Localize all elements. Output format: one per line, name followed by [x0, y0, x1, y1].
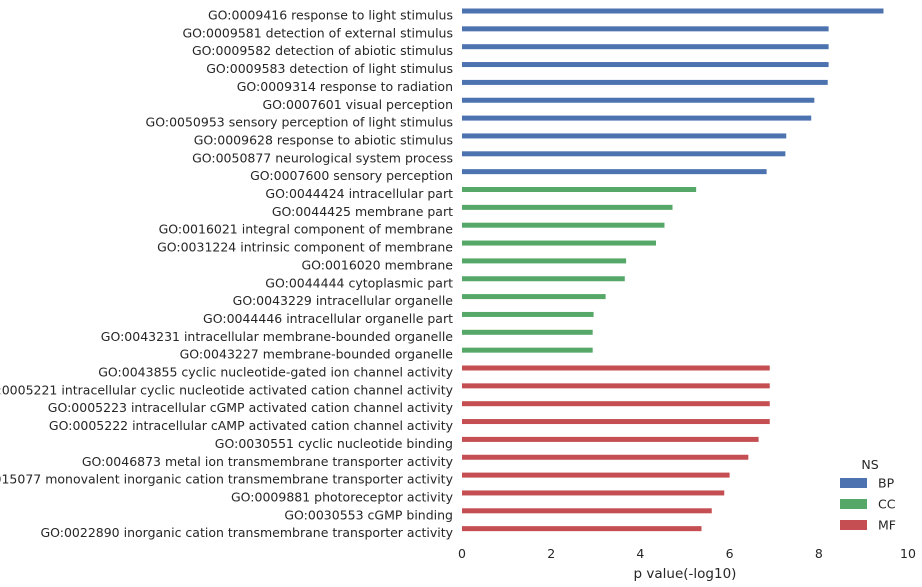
category-label: GO:0005222 intracellular cAMP activated …	[49, 418, 454, 433]
category-label: GO:0043855 cyclic nucleotide-gated ion c…	[98, 365, 453, 380]
category-label: GO:0007601 visual perception	[262, 97, 453, 112]
bar-mf	[462, 383, 770, 389]
x-axis-title: p value(-log10)	[634, 566, 737, 582]
bar-mf	[462, 454, 749, 460]
bar-cc	[462, 294, 606, 300]
bars-layer	[462, 8, 884, 532]
category-label: GO:0007600 sensory perception	[250, 168, 453, 183]
category-label: GO:0043227 membrane-bounded organelle	[180, 347, 454, 362]
category-label: GO:0022890 inorganic cation transmembran…	[40, 525, 453, 540]
category-label: GO:0016021 integral component of membran…	[159, 222, 454, 237]
legend-swatch-cc	[840, 499, 867, 509]
category-label: GO:0031224 intrinsic component of membra…	[157, 240, 453, 255]
category-label: GO:0009582 detection of abiotic stimulus	[192, 43, 453, 58]
category-label: GO:0009581 detection of external stimulu…	[183, 25, 454, 40]
bar-cc	[462, 222, 665, 228]
category-label: GO:0050953 sensory perception of light s…	[146, 115, 453, 130]
x-axis: 0 2 4 6 8 10	[458, 546, 916, 561]
category-label: GO:0043229 intracellular organelle	[233, 293, 454, 308]
x-tick-label: 10	[900, 546, 916, 561]
category-label: GO:0009628 response to abiotic stimulus	[194, 132, 453, 147]
bar-mf	[462, 419, 770, 425]
bar-mf	[462, 508, 712, 514]
bar-bp	[462, 26, 829, 32]
category-label: GO:0046873 metal ion transmembrane trans…	[82, 454, 454, 469]
bar-bp	[462, 44, 829, 50]
bar-cc	[462, 347, 593, 353]
category-label: GO:0044424 intracellular part	[265, 186, 453, 201]
bar-bp	[462, 151, 786, 157]
legend-label-bp: BP	[878, 476, 895, 491]
category-label: GO:0044425 membrane part	[272, 204, 453, 219]
category-label: GO:0009881 photoreceptor activity	[231, 489, 454, 504]
x-tick-label: 4	[636, 546, 644, 561]
bar-cc	[462, 329, 593, 335]
bar-cc	[462, 276, 625, 282]
category-label: GO:0030553 cGMP binding	[284, 507, 453, 522]
x-tick-label: 2	[547, 546, 555, 561]
bar-bp	[462, 79, 828, 85]
bar-bp	[462, 97, 815, 103]
legend-label-mf: MF	[878, 518, 896, 533]
category-label: GO:0044446 intracellular organelle part	[203, 311, 453, 326]
x-tick-label: 6	[726, 546, 734, 561]
bar-bp	[462, 169, 767, 175]
bar-cc	[462, 258, 627, 264]
category-label: GO:0009314 response to radiation	[237, 79, 453, 94]
bar-mf	[462, 472, 730, 478]
category-label: GO:0015077 monovalent inorganic cation t…	[0, 472, 454, 487]
legend-title: NS	[861, 457, 878, 472]
bar-mf	[462, 526, 702, 532]
category-label: GO:0050877 neurological system process	[192, 150, 453, 165]
bar-cc	[462, 311, 594, 317]
bar-cc	[462, 240, 657, 246]
bar-mf	[462, 490, 725, 496]
category-label: GO:0044444 cytoplasmic part	[265, 275, 453, 290]
bar-bp	[462, 62, 829, 68]
category-label: GO:0009583 detection of light stimulus	[206, 61, 453, 76]
category-label: GO:0005221 intracellular cyclic nucleoti…	[0, 382, 454, 397]
category-label: GO:0005223 intracellular cGMP activated …	[48, 400, 454, 415]
x-tick-label: 0	[458, 546, 466, 561]
legend-swatch-bp	[840, 478, 867, 488]
x-tick-label: 8	[815, 546, 823, 561]
legend-label-cc: CC	[878, 497, 896, 512]
category-label: GO:0043231 intracellular membrane-bounde…	[101, 329, 454, 344]
bar-mf	[462, 401, 770, 407]
bar-cc	[462, 187, 697, 192]
category-label: GO:0009416 response to light stimulus	[208, 8, 453, 23]
bar-cc	[462, 204, 673, 210]
bar-bp	[462, 133, 787, 139]
legend-swatch-mf	[840, 520, 867, 530]
bar-mf	[462, 436, 759, 442]
bar-bp	[462, 115, 812, 121]
category-labels: GO:0009416 response to light stimulus GO:…	[0, 8, 454, 541]
bar-mf	[462, 365, 770, 371]
category-label: GO:0030551 cyclic nucleotide binding	[215, 436, 453, 451]
category-label: GO:0016020 membrane	[301, 257, 453, 272]
bar-bp	[462, 8, 884, 14]
